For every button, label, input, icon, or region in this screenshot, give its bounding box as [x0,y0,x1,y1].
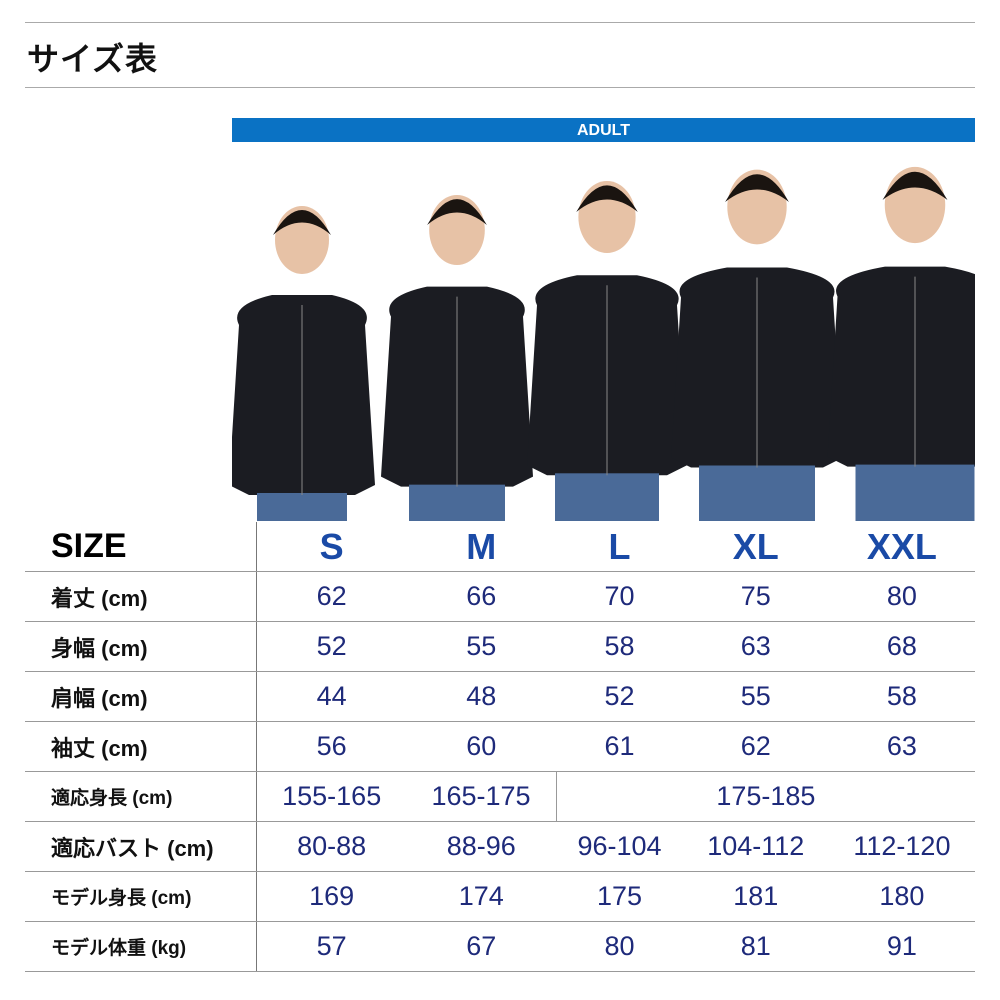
cell: 57 [256,921,407,972]
cell: 61 [556,721,683,772]
row-label: 適応バスト (cm) [25,821,257,872]
cell: 63 [828,721,975,772]
model-photo [232,145,975,521]
cell: 52 [256,621,407,672]
cell: 96-104 [556,821,683,872]
size-xl: XL [682,522,829,572]
cell: 62 [256,571,407,622]
model-figure [381,194,533,521]
table-row: 適応身長 (cm) 155-165 165-175 175-185 [25,771,975,822]
row-label: モデル身長 (cm) [25,871,257,922]
row-label: 肩幅 (cm) [25,671,257,722]
table-row: 身幅 (cm) 52 55 58 63 68 [25,621,975,672]
cell: 180 [828,871,975,922]
model-figure [671,169,843,521]
cell: 58 [556,621,683,672]
cell: 56 [256,721,407,772]
cell: 88-96 [406,821,557,872]
title-divider [25,87,975,88]
cell: 68 [828,621,975,672]
cell: 63 [682,621,829,672]
cell: 52 [556,671,683,722]
row-label: 袖丈 (cm) [25,721,257,772]
cell: 58 [828,671,975,722]
cell: 80 [556,921,683,972]
cell: 48 [406,671,557,722]
cell: 80 [828,571,975,622]
table-row: 適応バスト (cm) 80-88 88-96 96-104 104-112 112-120 [25,821,975,872]
cell: 55 [682,671,829,722]
cell: 169 [256,871,407,922]
cell: 55 [406,621,557,672]
model-figure [827,166,975,521]
cell: 174 [406,871,557,922]
size-table: SIZE S M L XL XXL 着丈 (cm) 62 66 70 75 80 身幅 (… [25,522,975,972]
cell: 175 [556,871,683,922]
cell: 81 [682,921,829,972]
model-figure [232,206,375,521]
cell: 44 [256,671,407,722]
size-l: L [556,522,683,572]
row-label: モデル体重 (kg) [25,921,257,972]
cell-merged: 175-185 [556,771,975,822]
row-label: 身幅 (cm) [25,621,257,672]
table-row: モデル身長 (cm) 169 174 175 181 180 [25,871,975,922]
size-header-row: SIZE S M L XL XXL [25,522,975,572]
table-row: 袖丈 (cm) 56 60 61 62 63 [25,721,975,772]
row-label: 着丈 (cm) [25,571,257,622]
size-m: M [406,522,557,572]
size-label: SIZE [25,522,257,572]
cell: 62 [682,721,829,772]
cell: 60 [406,721,557,772]
adult-banner: ADULT [232,118,975,142]
row-label: 適応身長 (cm) [25,771,257,822]
cell: 181 [682,871,829,922]
size-xxl: XXL [828,522,975,572]
page-title: サイズ表 [27,41,159,77]
cell: 70 [556,571,683,622]
table-row: 着丈 (cm) 62 66 70 75 80 [25,571,975,622]
model-figure [527,180,687,521]
cell: 104-112 [682,821,829,872]
cell: 75 [682,571,829,622]
table-row: 肩幅 (cm) 44 48 52 55 58 [25,671,975,722]
cell: 66 [406,571,557,622]
size-s: S [256,522,407,572]
cell: 91 [828,921,975,972]
cell: 112-120 [828,821,975,872]
top-divider [25,22,975,23]
cell: 155-165 [256,771,407,822]
table-row: モデル体重 (kg) 57 67 80 81 91 [25,921,975,972]
cell: 165-175 [406,771,557,822]
cell: 67 [406,921,557,972]
cell: 80-88 [256,821,407,872]
